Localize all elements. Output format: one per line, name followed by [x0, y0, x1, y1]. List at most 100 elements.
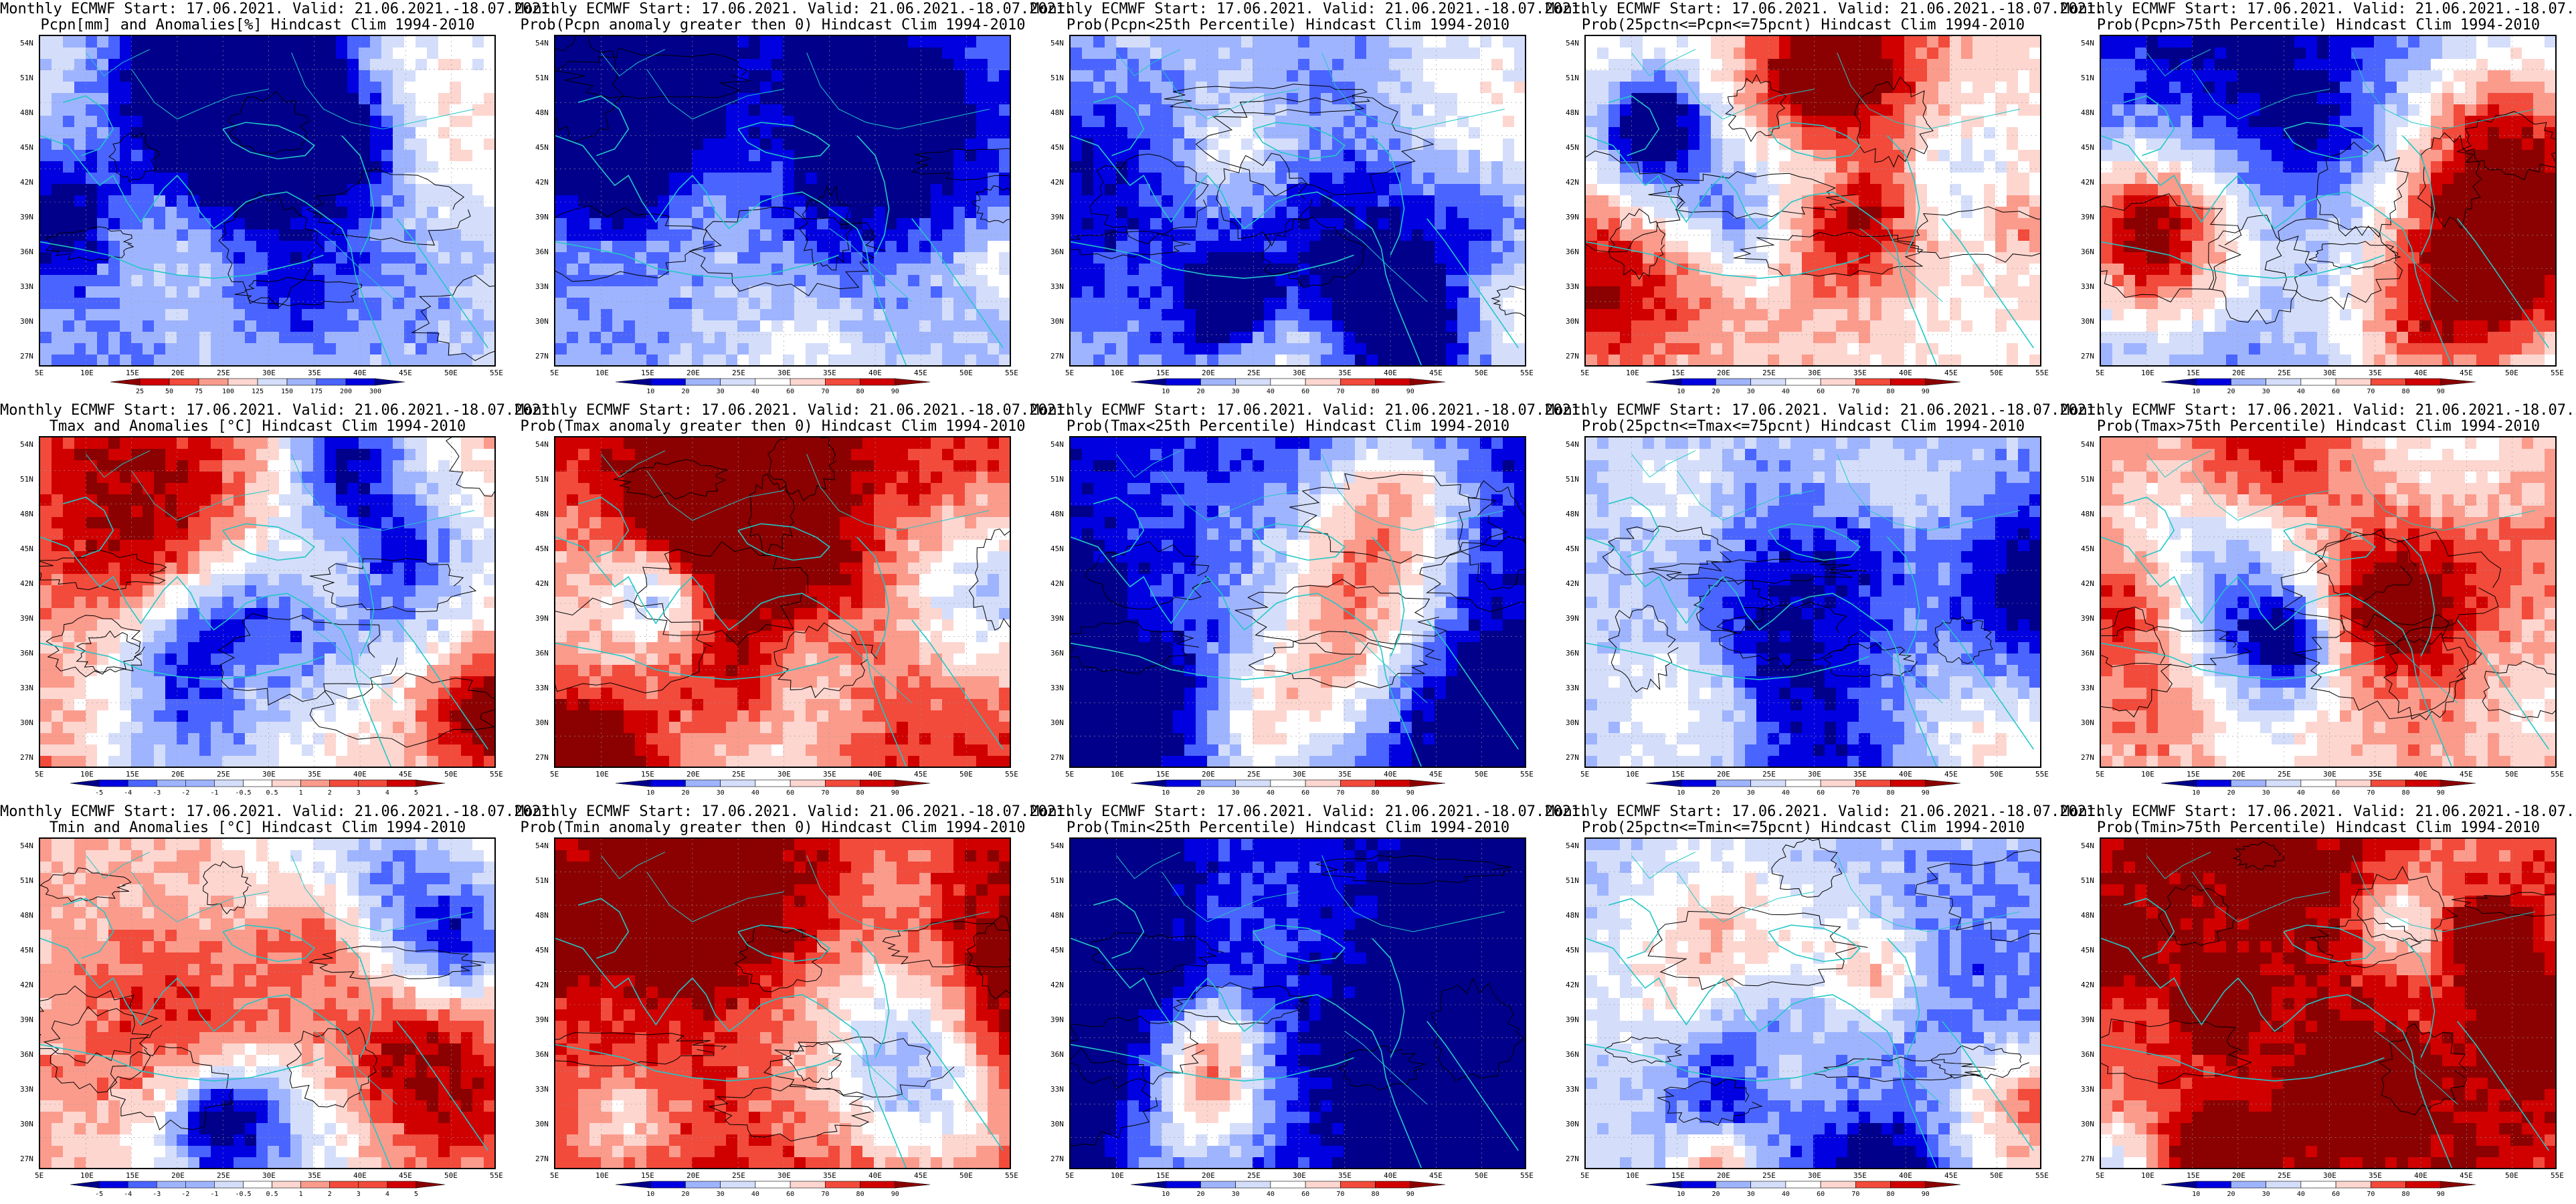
- contour-line: [1608, 605, 1679, 693]
- lon-tick-label: 5E: [1065, 1171, 1075, 1180]
- colorbar-label: 4: [385, 1191, 389, 1198]
- lon-tick-label: 45E: [1429, 1171, 1443, 1180]
- colorbar-label: 40: [1781, 1191, 1790, 1198]
- panel-title-line2: Tmax and Anomalies [°C] Hindcast Clim 19…: [49, 418, 466, 435]
- contour-line: [1085, 541, 1212, 610]
- colorbar-label: 20: [2227, 388, 2235, 395]
- panel-title-line2: Prob(Tmin>75th Percentile) Hindcast Clim…: [2096, 819, 2541, 836]
- colorbar-cell: [70, 779, 100, 787]
- contour-line: [2482, 660, 2555, 718]
- colorbar-cell: [156, 779, 186, 787]
- coastline: [856, 536, 890, 657]
- panel-title-line1: Monthly ECMWF Start: 17.06.2021. Valid: …: [0, 402, 559, 419]
- colorbar-label: 10: [1677, 388, 1685, 395]
- colorbar-cell: [1270, 779, 1306, 787]
- lon-tick-label: 5E: [1065, 770, 1075, 779]
- colorbar-cell: [300, 1181, 330, 1189]
- colorbar-label: 30: [1231, 789, 1240, 797]
- map-panel: Monthly ECMWF Start: 17.06.2021. Valid: …: [1546, 401, 2104, 803]
- colorbar-cell: [1890, 779, 1926, 787]
- colorbar-label: 90: [891, 789, 899, 797]
- colorbar-cell: [755, 378, 791, 386]
- panel-title-line2: Pcpn[mm] and Anomalies[%] Hindcast Clim …: [40, 17, 475, 33]
- lat-tick-label: 30N: [2081, 1120, 2094, 1128]
- lon-tick-label: 45E: [1944, 770, 1958, 779]
- colorbar-label: 70: [821, 388, 830, 395]
- coastline: [1071, 135, 1422, 365]
- lat-tick-label: 27N: [2081, 352, 2094, 361]
- colorbar-label: -5: [95, 1191, 104, 1198]
- contour-line: [1248, 631, 1441, 688]
- colorbar-label: 5: [413, 789, 418, 797]
- coastline: [1071, 1043, 1354, 1082]
- shaded-field: [1586, 839, 2040, 1168]
- coastline: [40, 135, 392, 365]
- lat-tick-label: 48N: [20, 510, 33, 518]
- lon-tick-label: 55E: [1005, 1171, 1018, 1180]
- panel-title-line2: Prob(Pcpn>75th Percentile) Hindcast Clim…: [2096, 17, 2541, 33]
- colorbar-label: -4: [124, 789, 132, 797]
- contour-line: [45, 615, 145, 678]
- coastline: [1093, 95, 1145, 157]
- contour-line: [555, 1032, 727, 1067]
- lat-tick-label: 48N: [2081, 108, 2094, 117]
- contour-line: [1648, 559, 1867, 584]
- colorbar-cell: [2440, 378, 2476, 386]
- colorbar-cell: [98, 1181, 128, 1189]
- colorbar-label: 60: [786, 1191, 795, 1198]
- map-panel: Monthly ECMWF Start: 17.06.2021. Valid: …: [0, 401, 559, 803]
- colorbar-cell: [387, 779, 417, 787]
- lat-tick-label: 33N: [20, 1085, 33, 1094]
- border-line: [600, 450, 666, 478]
- colorbar-label: 40: [1266, 388, 1275, 395]
- lon-tick-label: 20E: [1717, 369, 1730, 377]
- lat-tick-label: 39N: [2081, 1015, 2094, 1024]
- colorbar-cell: [1410, 1181, 1446, 1189]
- contour-line: [1262, 217, 1367, 288]
- lat-tick-label: 51N: [20, 475, 33, 484]
- lon-tick-label: 40E: [868, 369, 882, 377]
- border-line: [1837, 454, 2021, 531]
- colorbar-label: 30: [716, 789, 725, 797]
- colorbar-cell: [2440, 1181, 2476, 1189]
- contour-line: [1216, 153, 1313, 247]
- coastline: [1071, 241, 1354, 279]
- lat-tick-label: 36N: [535, 1050, 549, 1059]
- panel-title-line2: Prob(25pctn<=Tmax<=75pcnt) Hindcast Clim…: [1581, 418, 2025, 435]
- colorbar-cell: [1716, 779, 1751, 787]
- lat-tick-label: 33N: [20, 684, 33, 692]
- colorbar-cell: [2195, 779, 2231, 787]
- lon-tick-label: 50E: [1475, 369, 1488, 377]
- lon-tick-label: 15E: [2187, 770, 2200, 779]
- coastline: [2123, 95, 2175, 157]
- lat-tick-label: 36N: [20, 247, 33, 256]
- lon-tick-label: 35E: [1338, 369, 1352, 377]
- map-plot: [2100, 436, 2557, 768]
- lon-tick-label: 35E: [1853, 1171, 1867, 1180]
- contour-line: [1602, 525, 1733, 581]
- colorbar-label: 20: [1712, 388, 1720, 395]
- map-plot: [39, 436, 496, 768]
- border-line: [646, 872, 784, 922]
- colorbar-label: 70: [2367, 789, 2375, 797]
- colorbar-cell: [2371, 1181, 2406, 1189]
- border-line: [131, 872, 269, 922]
- colorbar-label: -3: [153, 789, 161, 797]
- border-line: [646, 69, 784, 120]
- colorbar-cell: [139, 378, 170, 386]
- contour-line: [2292, 613, 2482, 720]
- colorbar-label: 1: [298, 1191, 303, 1198]
- colorbar-label: 30: [716, 1191, 725, 1198]
- map-panel: Monthly ECMWF Start: 17.06.2021. Valid: …: [515, 401, 1073, 803]
- lon-tick-label: 5E: [550, 369, 559, 377]
- contour-line: [763, 1036, 955, 1098]
- lat-tick-label: 45N: [2081, 544, 2094, 553]
- coastline: [2283, 523, 2376, 561]
- colorbar-label: 10: [2192, 388, 2201, 395]
- lat-tick-label: 51N: [20, 74, 33, 82]
- lon-tick-label: 55E: [1520, 1171, 1534, 1180]
- lon-tick-label: 35E: [823, 369, 836, 377]
- coastline: [856, 135, 890, 256]
- coastline: [2101, 241, 2385, 279]
- border-line: [1115, 49, 1181, 77]
